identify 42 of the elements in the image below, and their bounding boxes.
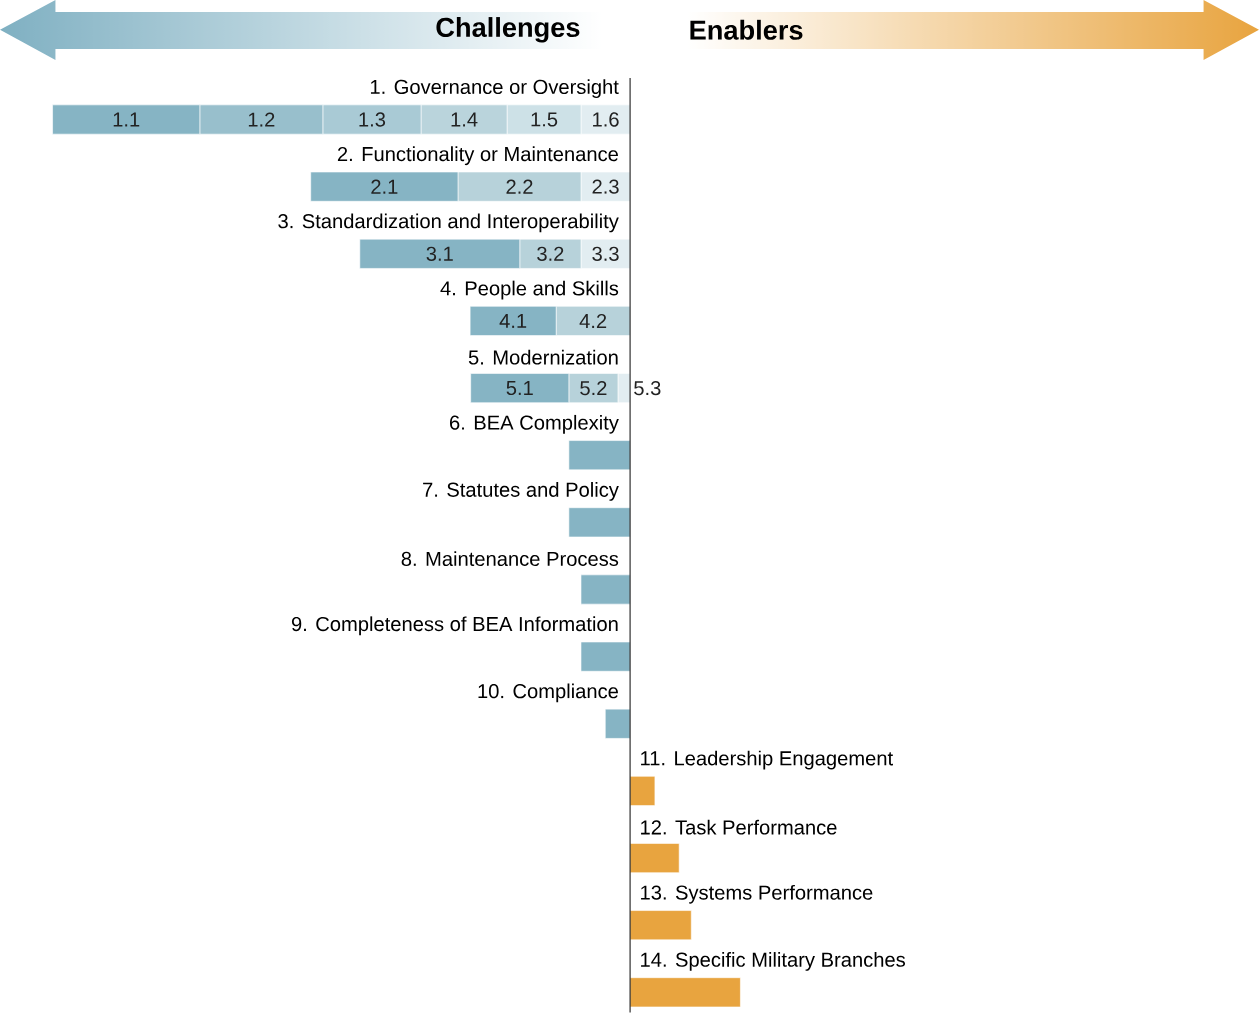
y-tick-label: 9. Completeness of BEA Information [291,616,618,636]
annotation: 1.5 [531,112,558,127]
text: Enablers [690,19,803,40]
y-tick-label: 10. Compliance [478,683,618,703]
bar [568,440,631,471]
annotation: 3.2 [537,246,564,261]
y-tick-label: 13. Systems Performance [641,884,873,904]
y-tick-label: 14. Specific Military Branches [641,952,906,971]
bar [604,708,631,739]
y-tick-label: 12. Task Performance [641,819,837,835]
annotation: 5.1 [506,381,533,396]
y-tick-label: 7. Statutes and Policy [423,482,619,501]
bar [580,574,631,605]
bar [629,775,656,806]
y-tick-label: 6. BEA Complexity [450,414,619,434]
annotation: 5.3 [634,380,661,396]
annotation: 1.4 [451,112,478,127]
bar [580,641,631,672]
bar [629,977,741,1008]
bar [629,843,680,874]
annotation: 4.2 [579,313,607,328]
y-tick-label: 11. Leadership Engagement [641,750,893,770]
annotation: 1.1 [113,112,140,127]
annotation: 2.2 [506,179,533,194]
y-tick-label: 2. Functionality or Maintenance [337,146,618,166]
y-tick-label: 3. Standardization and Interoperability [278,213,619,233]
y-tick-label: 1. Governance or Oversight [370,79,619,99]
annotation: 3.3 [592,246,619,261]
annotation: 5.2 [580,380,607,396]
annotation: 2.3 [592,179,619,194]
annotation: 2.1 [371,179,398,194]
y-tick-label: 4. People and Skills [440,280,619,300]
bar [568,507,631,538]
bar [629,910,692,941]
text: Challenges [436,17,580,43]
y-tick-label: 8. Maintenance Process [401,551,619,567]
y-tick-label: 5. Modernization [468,349,618,365]
annotation: 1.2 [248,112,275,127]
annotation: 3.1 [426,246,453,261]
annotation: 1.3 [359,112,386,127]
annotation: 4.1 [499,314,527,328]
annotation: 1.6 [593,112,619,127]
